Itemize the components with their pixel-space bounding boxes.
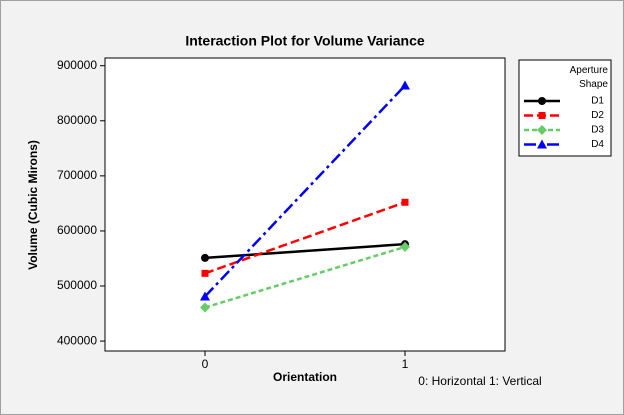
data-point bbox=[200, 302, 210, 313]
legend-marker bbox=[537, 125, 547, 135]
legend-label: D3 bbox=[591, 125, 604, 136]
y-tick-label: 700000 bbox=[57, 168, 97, 182]
legend-title: Aperture Shape bbox=[569, 65, 608, 90]
y-tick-label: 500000 bbox=[57, 278, 97, 292]
legend-label: D1 bbox=[591, 96, 604, 107]
legend-label: D4 bbox=[591, 139, 604, 150]
data-point bbox=[200, 291, 210, 301]
legend-marker bbox=[538, 112, 546, 119]
legend-label: D2 bbox=[591, 110, 604, 121]
data-point bbox=[400, 80, 410, 90]
y-tick-label: 400000 bbox=[57, 333, 97, 347]
y-tick-label: 900000 bbox=[57, 58, 97, 72]
plot-area bbox=[104, 57, 506, 352]
y-axis-label: Volume (Cubic Mirons) bbox=[26, 140, 40, 270]
series-line bbox=[204, 201, 406, 275]
legend-marker bbox=[537, 139, 547, 149]
legend-marker bbox=[538, 97, 546, 105]
chart-title: Interaction Plot for Volume Variance bbox=[185, 33, 425, 49]
y-tick-label: 800000 bbox=[57, 113, 97, 127]
y-tick-label: 600000 bbox=[57, 223, 97, 237]
series-line bbox=[204, 84, 406, 298]
data-point bbox=[201, 269, 209, 277]
data-point bbox=[401, 198, 409, 206]
x-axis-label: Orientation bbox=[273, 370, 337, 384]
annotation: 0: Horizontal 1: Vertical bbox=[418, 374, 541, 388]
x-tick-label: 0 bbox=[202, 357, 209, 371]
x-tick-label: 1 bbox=[402, 357, 409, 371]
legend-box bbox=[518, 59, 612, 157]
series-line bbox=[204, 245, 406, 309]
series-line bbox=[204, 242, 406, 260]
data-point bbox=[400, 241, 410, 252]
data-point bbox=[201, 253, 209, 262]
